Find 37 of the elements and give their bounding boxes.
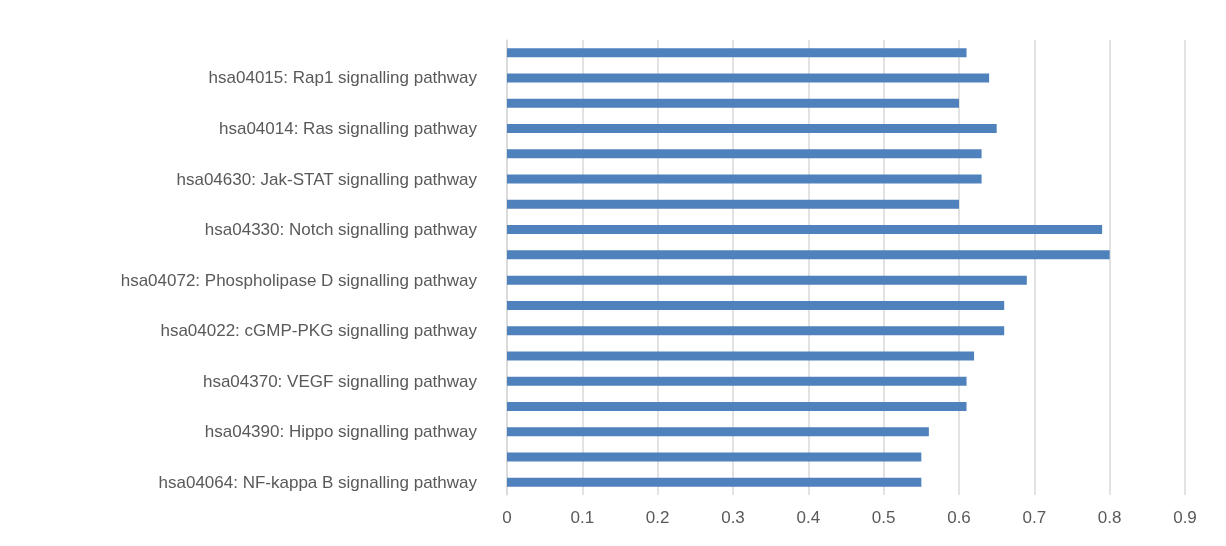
bar [507,98,959,108]
y-tick-label: hsa04022: cGMP-PKG signalling pathway [160,321,478,341]
bar [507,199,959,209]
y-tick-label: hsa04390: Hippo signalling pathway [204,422,478,442]
y-tick-label: hsa04370: VEGF signalling pathway [202,371,478,391]
x-tick-label: 0 [502,508,512,527]
bar [507,250,1110,260]
bar [507,174,982,184]
y-tick-label: hsa04015: Rap1 signalling pathway [208,68,478,88]
bar [507,73,990,83]
bar [507,225,1103,235]
x-tick-label: 0.3 [721,508,745,527]
x-tick-label: 0.5 [871,508,896,527]
x-tick-label: 0.6 [947,508,971,527]
bar [507,376,967,386]
x-tick-label: 0.9 [1173,508,1197,527]
bar [507,326,1005,336]
bar [507,351,975,361]
bar [507,48,967,58]
y-tick-label: hsa04064: NF-kappa B signalling pathway [158,472,478,492]
bar [507,123,997,133]
x-tick-label: 0.8 [1097,508,1122,527]
bar [507,149,982,159]
x-tick-label: 0.4 [796,508,821,527]
x-tick-label: 0.2 [645,508,670,527]
y-tick-label: hsa04330: Notch signalling pathway [204,220,478,240]
bar [507,300,1005,310]
x-tick-label: 0.1 [570,508,595,527]
bar [507,402,967,412]
bar [507,477,922,487]
y-tick-label: hsa04014: Ras signalling pathway [218,118,478,138]
bar [507,427,929,437]
y-tick-label: hsa04072: Phospholipase D signalling pathway [120,270,478,290]
y-tick-label: hsa04630: Jak-STAT signalling pathway [176,169,478,189]
bar [507,275,1027,285]
bar [507,452,922,462]
x-tick-label: 0.7 [1022,508,1047,527]
